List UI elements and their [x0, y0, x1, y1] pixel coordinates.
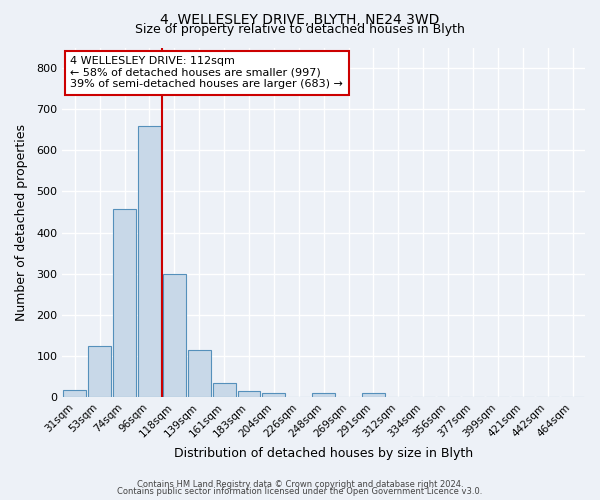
- Bar: [262, 393, 286, 397]
- Bar: [362, 393, 385, 397]
- Bar: [64, 390, 86, 397]
- Bar: [312, 393, 335, 397]
- Bar: [188, 350, 211, 397]
- Bar: [138, 126, 161, 397]
- Bar: [212, 382, 236, 397]
- Text: 4, WELLESLEY DRIVE, BLYTH, NE24 3WD: 4, WELLESLEY DRIVE, BLYTH, NE24 3WD: [160, 12, 440, 26]
- Bar: [163, 274, 186, 397]
- Text: Contains public sector information licensed under the Open Government Licence v3: Contains public sector information licen…: [118, 487, 482, 496]
- Text: Size of property relative to detached houses in Blyth: Size of property relative to detached ho…: [135, 22, 465, 36]
- Y-axis label: Number of detached properties: Number of detached properties: [15, 124, 28, 320]
- Bar: [88, 346, 111, 397]
- X-axis label: Distribution of detached houses by size in Blyth: Distribution of detached houses by size …: [174, 447, 473, 460]
- Bar: [238, 391, 260, 397]
- Bar: [113, 209, 136, 397]
- Text: 4 WELLESLEY DRIVE: 112sqm
← 58% of detached houses are smaller (997)
39% of semi: 4 WELLESLEY DRIVE: 112sqm ← 58% of detac…: [70, 56, 343, 90]
- Text: Contains HM Land Registry data © Crown copyright and database right 2024.: Contains HM Land Registry data © Crown c…: [137, 480, 463, 489]
